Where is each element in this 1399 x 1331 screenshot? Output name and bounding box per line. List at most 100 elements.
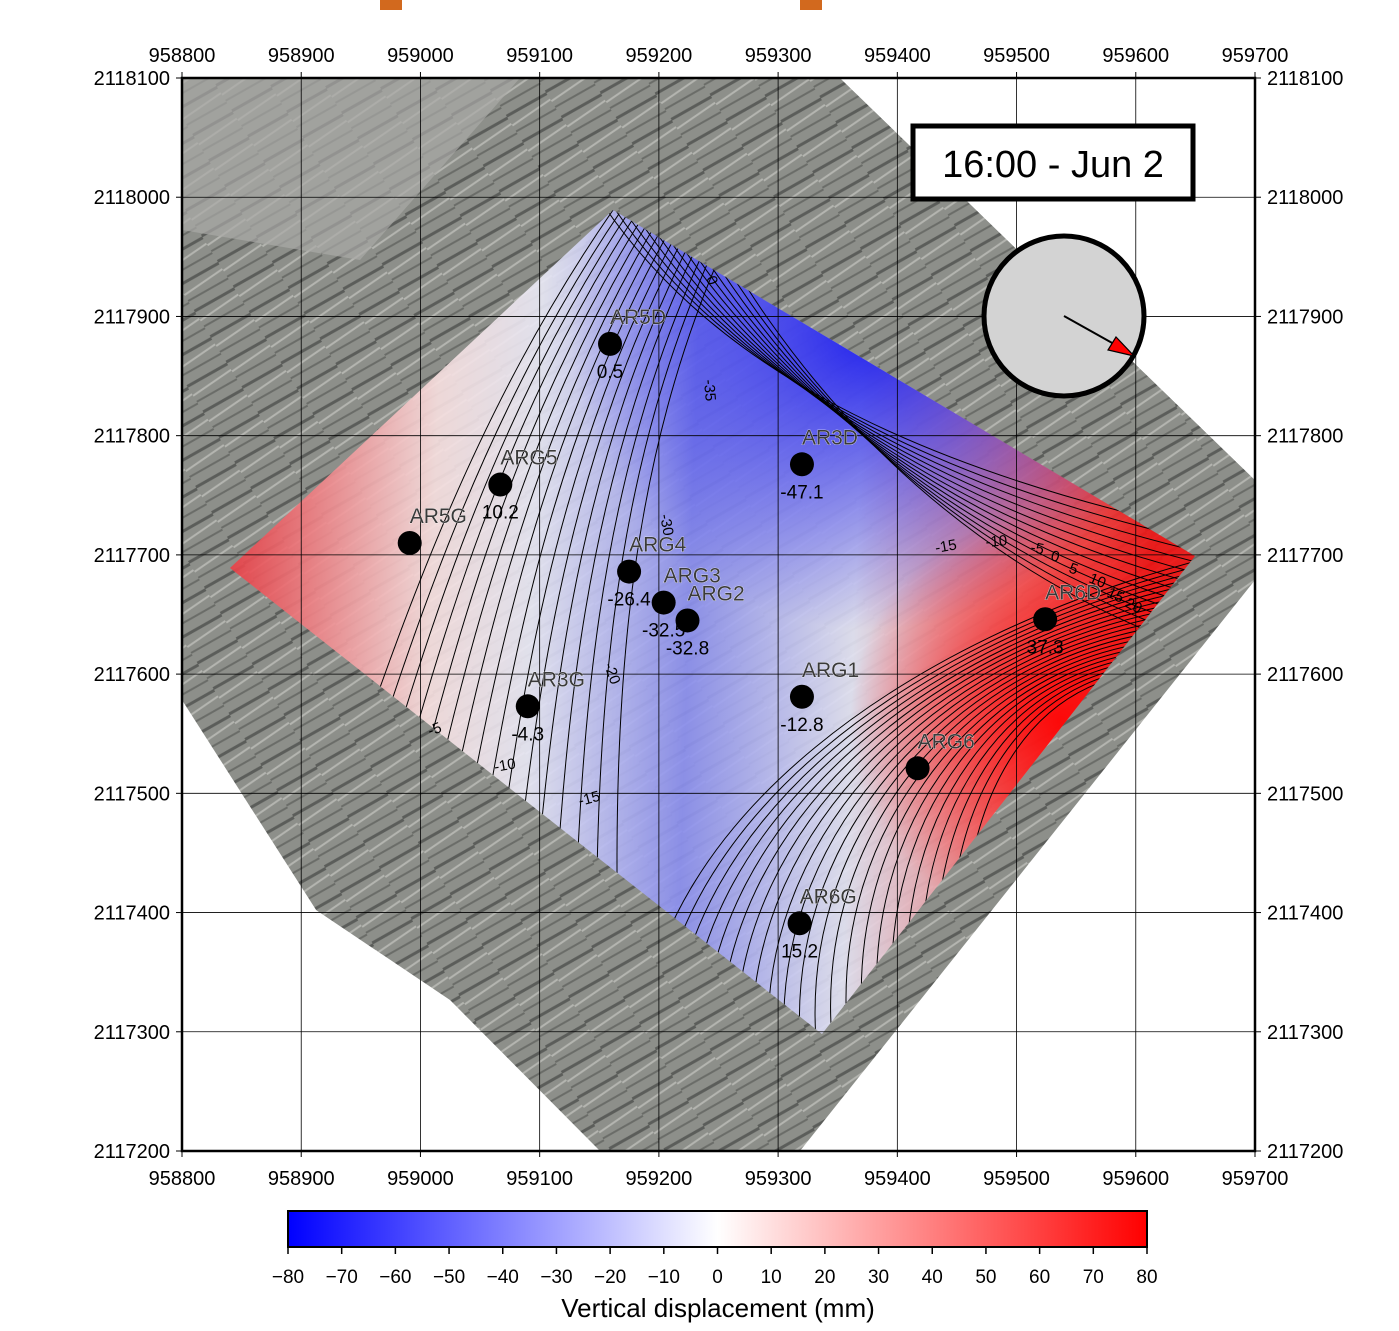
- colorbar-tick-label: −40: [487, 1267, 519, 1288]
- y-tick-label: 2117500: [94, 783, 170, 805]
- map-title: [380, 0, 822, 10]
- y-tick-label: 2117700: [1267, 545, 1343, 567]
- y-tick-label: 2117200: [94, 1141, 170, 1163]
- colorbar-tick-label: −20: [594, 1267, 626, 1288]
- station-name: ARG1: [802, 659, 859, 682]
- x-tick-label: 959100: [506, 45, 573, 67]
- station-name: ARG4: [629, 534, 687, 557]
- x-tick-label: 959600: [1102, 45, 1169, 67]
- y-tick-label: 2117800: [94, 426, 170, 448]
- station-marker: [675, 608, 700, 633]
- y-tick-label: 2117900: [1267, 306, 1343, 328]
- station-value: -4.3: [511, 724, 544, 745]
- y-tick-label: 2117700: [94, 545, 170, 567]
- station-arg4: ARG4 -26.4: [607, 533, 687, 611]
- y-tick-label: 2117400: [94, 903, 170, 925]
- y-tick-label: 2117800: [1267, 426, 1343, 448]
- contour-line: [798, 615, 1195, 1034]
- contour-line: [735, 593, 1195, 1034]
- y-tick-label: 2117900: [94, 306, 170, 328]
- station-marker: [397, 530, 422, 555]
- y-tick-label: 2117200: [1267, 1141, 1343, 1163]
- graticule: [182, 78, 1255, 1151]
- contour-line: [830, 626, 1195, 1034]
- y-tick-label: 2117300: [94, 1022, 170, 1044]
- x-tick-label: 959300: [745, 45, 812, 67]
- x-tick-label: 958900: [268, 1168, 335, 1190]
- x-tick-label: 959500: [983, 1168, 1050, 1190]
- station-marker: [617, 559, 642, 584]
- station-name: ARG5: [500, 447, 557, 470]
- frame-ticks: [176, 72, 1261, 1157]
- colorbar-tick-label: 80: [1136, 1267, 1157, 1288]
- station-ar5d: AR5D 0.5: [597, 306, 667, 383]
- x-tick-label: 959200: [626, 45, 693, 67]
- x-ticks-top: 958800 958900 959000 959100 959200 959300 9594…: [149, 45, 1289, 67]
- station-name: ARG3: [664, 565, 721, 588]
- station-ar6g: AR6G 15.2: [781, 885, 857, 962]
- colorbar-tick-label: 0: [712, 1267, 723, 1288]
- contour-label: -5: [1029, 539, 1045, 558]
- station-arg2: ARG2 -32.8: [666, 582, 745, 659]
- direction-arrow-icon: [1107, 336, 1136, 358]
- station-value: -12.8: [780, 715, 823, 736]
- y-tick-label: 2117600: [94, 664, 170, 686]
- y-ticks-left: 2118100 2118000 2117900 2117800 2117700 21176…: [94, 68, 170, 1163]
- contour-label: -15: [577, 788, 602, 810]
- colorbar-label: Vertical displacement (mm): [561, 1293, 875, 1323]
- contour-line: [814, 621, 1195, 1034]
- y-tick-label: 2118100: [1267, 68, 1343, 90]
- x-tick-label: 959700: [1222, 1168, 1289, 1190]
- x-tick-label: 959600: [1102, 1168, 1169, 1190]
- station-name: AR6G: [800, 885, 857, 908]
- contour-label: -20: [600, 661, 623, 687]
- station-marker: [789, 452, 814, 477]
- contour-label: -30: [656, 513, 677, 537]
- station-value: -32.5: [642, 621, 685, 642]
- x-tick-label: 959400: [864, 1168, 931, 1190]
- contour-line: [751, 598, 1195, 1034]
- contour-label: -5: [426, 719, 444, 740]
- station-marker: [787, 911, 812, 936]
- station-value: -32.8: [666, 638, 709, 659]
- time-stamp-label: 16:00 - Jun 2: [942, 144, 1164, 186]
- x-tick-label: 958900: [268, 45, 335, 67]
- station-ar5g: AR5G: [397, 505, 467, 555]
- colorbar-tick-label: 10: [761, 1267, 782, 1288]
- x-tick-label: 959400: [864, 45, 931, 67]
- map-frame: [180, 76, 1257, 1153]
- contour-label: 20: [1122, 595, 1145, 618]
- station-marker: [789, 684, 814, 709]
- contour-label: -10: [493, 755, 517, 776]
- contour-label: -15: [934, 536, 958, 557]
- station-marker: [651, 590, 676, 615]
- y-ticks-right: 2118100 2118000 2117900 2117800 2117700 21176…: [1267, 68, 1343, 1163]
- station-marker: [515, 694, 540, 719]
- station-arg3: ARG3 -32.5: [642, 564, 721, 642]
- station-value: -47.1: [780, 482, 823, 503]
- station-marker: [488, 472, 513, 497]
- colorbar: −80 −70 −60 −50 −40 −30 −20 −10 0 10 20 30 40 50 60 70 8…: [272, 1210, 1158, 1323]
- y-tick-label: 2117500: [1267, 783, 1343, 805]
- x-tick-label: 958800: [149, 1168, 216, 1190]
- y-tick-label: 2118100: [94, 68, 170, 90]
- station-name: AR5G: [410, 505, 467, 528]
- colorbar-tick-label: 30: [868, 1267, 889, 1288]
- contour-line: [703, 581, 1195, 1034]
- colorbar-tick-label: 70: [1083, 1267, 1104, 1288]
- station-value: -26.4: [607, 590, 651, 611]
- colorbar-tick-label: 50: [975, 1267, 996, 1288]
- contour-label: 10: [1087, 570, 1109, 592]
- x-tick-label: 958800: [149, 45, 216, 67]
- contour-line: [860, 637, 1195, 1034]
- contour-label: -10: [985, 532, 1008, 551]
- x-tick-label: 959700: [1222, 45, 1289, 67]
- station-marker: [598, 331, 623, 356]
- station-value: 37.3: [1027, 637, 1064, 658]
- station-arg1: ARG1 -12.8: [780, 658, 859, 736]
- colorbar-tick-label: −70: [326, 1267, 358, 1288]
- contour-line: [783, 609, 1195, 1034]
- station-name: AR3D: [802, 426, 858, 449]
- station-arg5: ARG5 10.2: [482, 446, 558, 523]
- station-name: AR3G: [528, 668, 585, 691]
